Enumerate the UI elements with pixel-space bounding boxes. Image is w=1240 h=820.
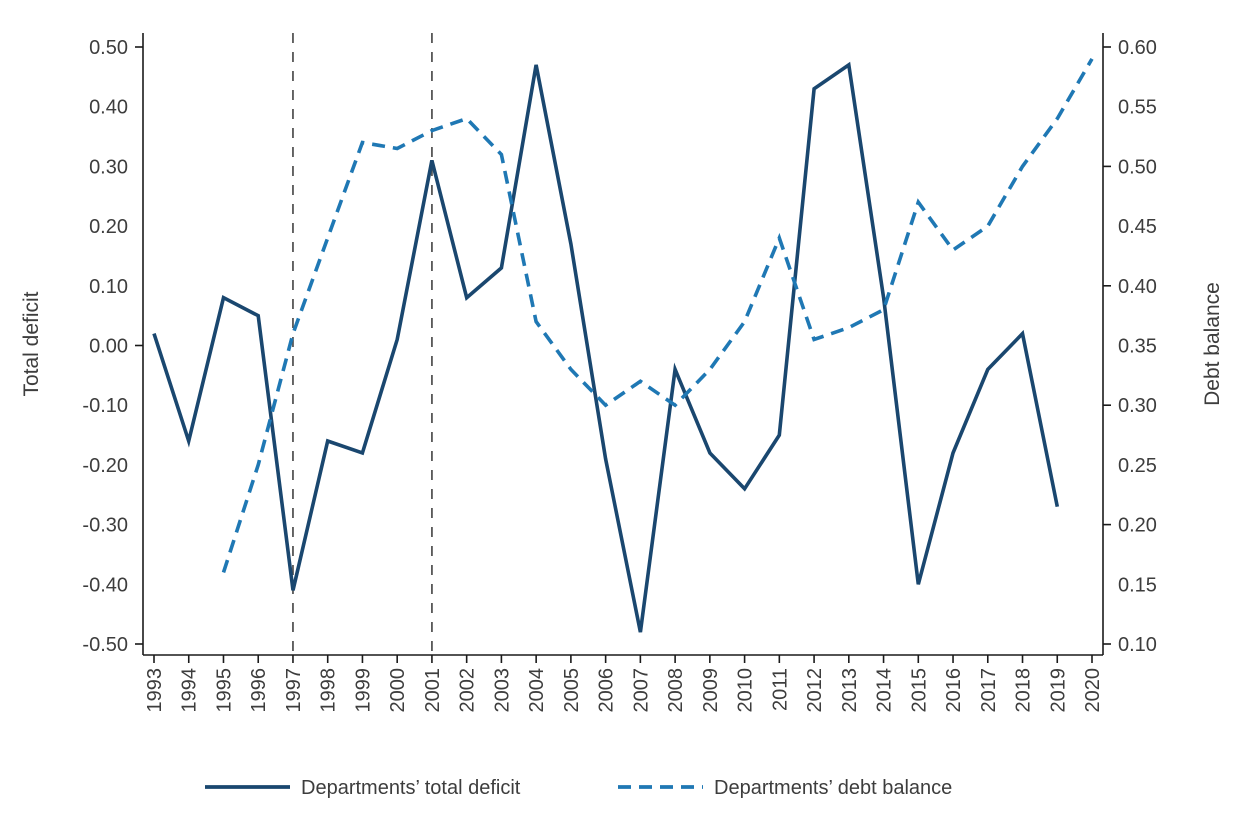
x-tick-label: 2019 xyxy=(1047,668,1069,713)
x-axis: 1993 1994 1995 1996 1997 1998 1999 2000 2001 2002… xyxy=(144,655,1104,713)
right-tick-label: 0.60 xyxy=(1118,37,1157,59)
legend-label-debt-balance: Departments’ debt balance xyxy=(714,777,952,799)
left-tick-label: 0.20 xyxy=(89,216,128,238)
x-tick-label: 1994 xyxy=(179,668,201,713)
x-tick-label: 2016 xyxy=(943,668,965,713)
x-tick-label: 2010 xyxy=(735,668,757,713)
left-axis-title: Total deficit xyxy=(20,291,43,396)
left-tick-label: -0.40 xyxy=(82,574,128,596)
left-tick-label: 0.10 xyxy=(89,276,128,298)
x-tick-label: 2011 xyxy=(769,668,791,711)
right-tick-label: 0.25 xyxy=(1118,455,1157,477)
axes xyxy=(142,33,1104,656)
left-axis: 0.50 0.40 0.30 0.20 0.10 0.00 -0.10 -0.20 -0.30 -… xyxy=(82,37,143,656)
x-tick-label: 2013 xyxy=(839,668,861,713)
right-tick-label: 0.55 xyxy=(1118,97,1157,119)
right-tick-label: 0.45 xyxy=(1118,216,1157,238)
left-tick-label: 0.00 xyxy=(89,336,128,358)
reference-lines xyxy=(292,33,433,655)
x-tick-label: 2015 xyxy=(908,668,930,713)
x-tick-label: 2003 xyxy=(491,668,513,713)
left-tick-label: 0.50 xyxy=(89,37,128,59)
x-tick-label: 2014 xyxy=(874,668,896,713)
left-tick-label: -0.50 xyxy=(82,634,128,656)
plot-area: 0.50 0.40 0.30 0.20 0.10 0.00 -0.10 -0.20 -0.30 -… xyxy=(82,33,1157,713)
left-tick-label: -0.10 xyxy=(82,395,128,417)
right-tick-label: 0.20 xyxy=(1118,515,1157,537)
x-tick-label: 1996 xyxy=(248,668,270,713)
x-tick-label: 2017 xyxy=(978,668,1000,713)
x-tick-label: 1997 xyxy=(283,668,305,713)
x-tick-label: 2012 xyxy=(804,668,826,713)
x-tick-label: 2006 xyxy=(596,668,618,713)
right-tick-label: 0.10 xyxy=(1118,634,1157,656)
legend-label-total-deficit: Departments’ total deficit xyxy=(301,777,521,799)
legend: Departments’ total deficit Departments’ … xyxy=(205,777,952,799)
x-tick-label: 2000 xyxy=(387,668,409,713)
x-tick-label: 2007 xyxy=(630,668,652,713)
left-tick-label: -0.20 xyxy=(82,455,128,477)
x-tick-label: 2005 xyxy=(561,668,583,713)
right-axis: 0.60 0.55 0.50 0.45 0.40 0.35 0.30 0.25 0.20 0.15… xyxy=(1103,37,1157,656)
x-tick-label: 2009 xyxy=(700,668,722,713)
x-tick-label: 2002 xyxy=(457,668,479,713)
right-tick-label: 0.30 xyxy=(1118,395,1157,417)
x-tick-label: 1995 xyxy=(213,668,235,713)
x-tick-label: 2001 xyxy=(422,668,444,713)
right-tick-label: 0.50 xyxy=(1118,156,1157,178)
x-tick-label: 1999 xyxy=(352,668,374,713)
x-tick-label: 1993 xyxy=(144,668,166,713)
x-tick-label: 1998 xyxy=(318,668,340,713)
series-debt-balance xyxy=(221,57,1094,573)
x-tick-label: 2018 xyxy=(1013,668,1035,713)
left-tick-label: -0.30 xyxy=(82,515,128,537)
right-tick-label: 0.40 xyxy=(1118,276,1157,298)
right-axis-title: Debt balance xyxy=(1201,282,1224,406)
x-tick-label: 2004 xyxy=(526,668,548,713)
series-total-deficit xyxy=(152,61,1060,633)
x-tick-label: 2008 xyxy=(665,668,687,713)
left-tick-label: 0.30 xyxy=(89,156,128,178)
left-tick-label: 0.40 xyxy=(89,97,128,119)
x-tick-label: 2020 xyxy=(1082,668,1104,713)
right-tick-label: 0.35 xyxy=(1118,336,1157,358)
right-tick-label: 0.15 xyxy=(1118,574,1157,596)
